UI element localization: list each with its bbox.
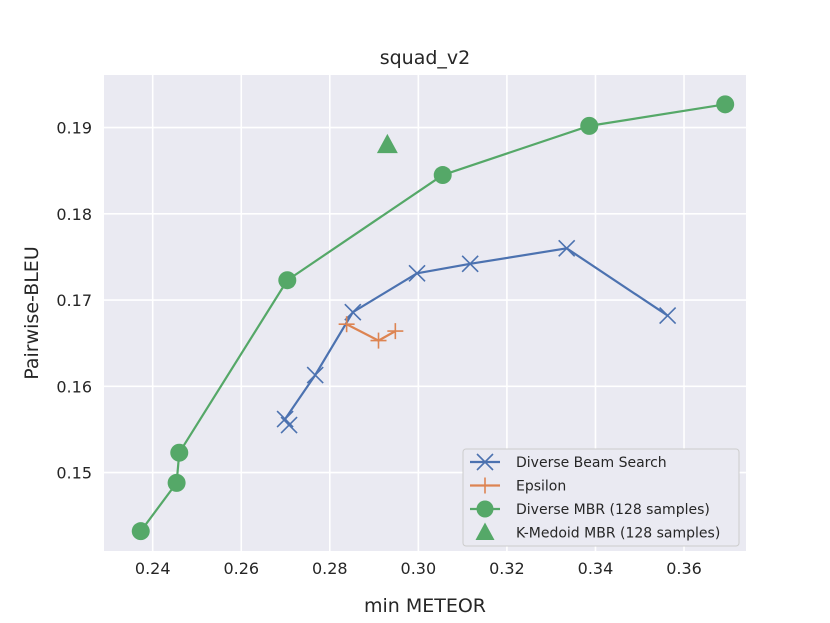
y-tick-labels: 0.15 0.16 0.17 0.18 0.19: [56, 119, 92, 483]
legend-marker: [477, 477, 493, 494]
x-tick-label: 0.28: [312, 559, 348, 578]
data-point: [167, 473, 186, 492]
data-point: [338, 316, 355, 333]
x-tick-label: 0.36: [666, 559, 702, 578]
data-point: [659, 307, 677, 325]
x-tick-label: 0.34: [578, 559, 614, 578]
data-point: [408, 264, 426, 282]
data-point: [376, 133, 398, 154]
data-point: [558, 239, 576, 257]
legend-label: Epsilon: [516, 479, 566, 495]
legend-marker: [475, 522, 495, 540]
series-1: [338, 316, 404, 349]
data-point: [716, 95, 735, 114]
data-point: [278, 271, 297, 290]
x-axis-title: min METEOR: [364, 595, 486, 617]
data-point: [433, 166, 452, 185]
series-2: [131, 95, 735, 541]
data-point: [170, 443, 189, 462]
y-axis-title: Pairwise-BLEU: [21, 246, 43, 379]
y-tick-label: 0.15: [56, 464, 92, 483]
series-0: [276, 239, 677, 434]
y-tick-label: 0.16: [56, 377, 92, 396]
y-tick-label: 0.18: [56, 205, 92, 224]
data-point: [344, 303, 362, 321]
x-tick-label: 0.24: [135, 559, 171, 578]
series-line: [283, 247, 669, 426]
data-point: [131, 522, 150, 541]
data-point: [387, 323, 404, 340]
data-point: [370, 332, 387, 349]
legend-label: K-Medoid MBR (128 samples): [516, 526, 720, 542]
legend: Diverse Beam Search Epsilon Diverse MBR (1…: [462, 448, 740, 547]
legend-label: Diverse MBR (128 samples): [516, 502, 710, 518]
x-tick-label: 0.32: [489, 559, 525, 578]
data-point: [580, 116, 599, 135]
legend-box: [462, 448, 740, 547]
legend-marker: [476, 500, 494, 518]
series-layer: [131, 95, 735, 541]
x-tick-labels: 0.24 0.26 0.28 0.30 0.32 0.34 0.36: [135, 559, 702, 578]
chart-title: squad_v2: [380, 47, 471, 69]
legend-marker: [476, 453, 494, 471]
series-3: [376, 133, 398, 154]
x-tick-label: 0.30: [401, 559, 437, 578]
y-tick-label: 0.19: [56, 119, 92, 138]
legend-label: Diverse Beam Search: [516, 455, 667, 471]
y-tick-label: 0.17: [56, 291, 92, 310]
data-point: [276, 410, 294, 428]
grid: [104, 75, 746, 551]
data-point: [461, 255, 479, 273]
data-point: [306, 366, 324, 384]
x-tick-label: 0.26: [223, 559, 259, 578]
